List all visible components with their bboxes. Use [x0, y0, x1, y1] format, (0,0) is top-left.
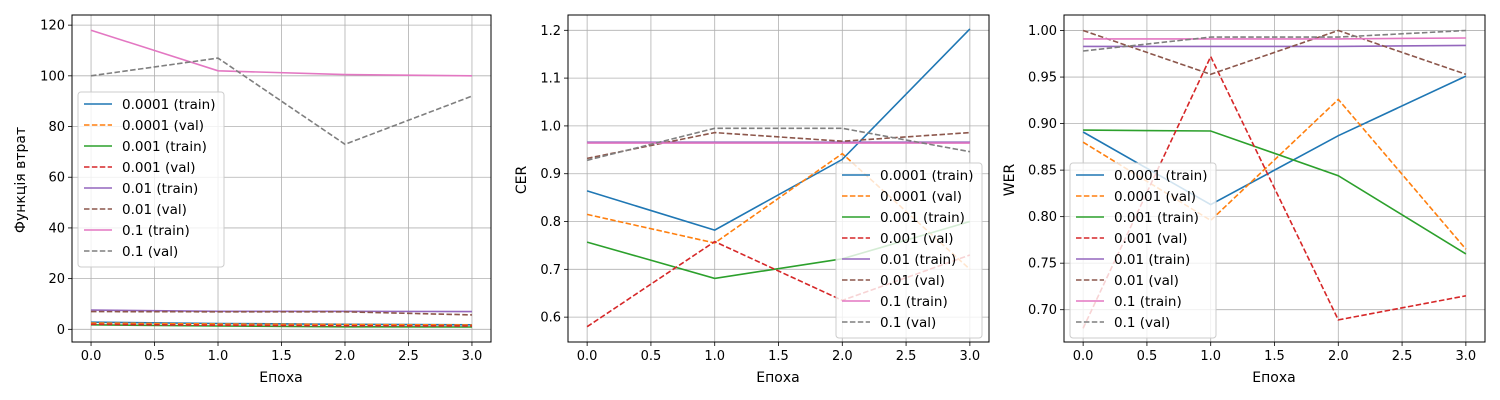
y-tick-label: 0.80: [1028, 210, 1057, 225]
y-tick-label: 40: [48, 221, 65, 236]
x-tick-label: 1.5: [768, 349, 789, 364]
legend-label: 0.001 (train): [880, 210, 965, 226]
series-line: [1082, 54, 1467, 329]
legend-label: 0.001 (val): [880, 231, 954, 247]
y-tick-label: 60: [48, 171, 65, 186]
series-line: [90, 323, 473, 327]
series-line: [1083, 129, 1467, 255]
x-axis-label: Епоха: [756, 370, 799, 386]
x-tick-label: 1.0: [1200, 349, 1221, 364]
series-line: [586, 127, 971, 162]
legend-frame: [77, 91, 225, 268]
series-line: [586, 131, 970, 160]
y-tick-label: 0.9: [540, 167, 561, 182]
series-line: [586, 240, 971, 328]
y-tick-label: 0.6: [540, 311, 561, 326]
x-tick-label: 0.0: [1073, 349, 1094, 364]
series-group: [90, 29, 473, 328]
y-tick-label: 120: [40, 19, 65, 34]
y-tick-label: 1.2: [540, 24, 561, 39]
legend-label: 0.0001 (val): [880, 189, 962, 205]
legend-label: 0.1 (val): [1114, 315, 1170, 331]
x-tick-label: 2.5: [896, 349, 917, 364]
legend-frame: [835, 162, 983, 339]
cer-chart: Епоха CER 0.0 0.5 1.0 1.5 2.0 2.5 3.0 0.6 0.7 0.8…: [514, 14, 990, 386]
y-tick-label: 1.00: [1028, 24, 1057, 39]
loss-chart: Епоха Функція втрат 0.0 0.5 1.0 1.5 2.0 2.5 3.…: [13, 14, 492, 386]
legend-label: 0.1 (train): [880, 294, 948, 310]
legend-label: 0.0001 (train): [880, 168, 974, 184]
x-tick-label: 2.5: [1392, 349, 1413, 364]
legend-label: 0.0001 (train): [122, 97, 216, 113]
series-line: [1083, 44, 1466, 48]
x-tick-label: 2.0: [335, 349, 356, 364]
x-tick-label: 1.5: [1264, 349, 1285, 364]
legend-label: 0.01 (val): [880, 273, 945, 289]
x-tick-label: 3.0: [462, 349, 483, 364]
x-tick-label: 0.0: [81, 349, 102, 364]
x-tick-label: 1.5: [271, 349, 292, 364]
y-tick-label: 1.0: [540, 119, 561, 134]
series-line: [1083, 37, 1466, 40]
series-line: [90, 29, 473, 77]
x-tick-label: 3.0: [960, 349, 981, 364]
legend-label: 0.001 (val): [1114, 231, 1188, 247]
legend-label: 0.1 (train): [1114, 294, 1182, 310]
legend-label: 0.001 (train): [1114, 210, 1199, 226]
x-axis-label: Епоха: [259, 370, 302, 386]
y-tick-label: 0.8: [540, 215, 561, 230]
legend: 0.0001 (train) 0.0001 (val) 0.001 (train) 0…: [77, 91, 225, 268]
x-tick-label: 0.5: [1137, 349, 1158, 364]
legend-label: 0.1 (val): [880, 315, 936, 331]
legend-label: 0.1 (val): [122, 244, 178, 260]
legend-label: 0.01 (train): [880, 252, 956, 268]
legend-label: 0.01 (train): [1114, 252, 1190, 268]
y-tick-label: 0.70: [1028, 303, 1057, 318]
y-tick-label: 20: [48, 272, 65, 287]
x-tick-label: 2.0: [1328, 349, 1349, 364]
legend-label: 0.1 (train): [122, 223, 190, 239]
legend-label: 0.001 (train): [122, 139, 207, 155]
x-tick-label: 0.0: [577, 349, 598, 364]
y-axis-label: WER: [1002, 164, 1018, 197]
x-tick-label: 0.5: [144, 349, 165, 364]
x-tick-label: 2.0: [832, 349, 853, 364]
x-axis-label: Епоха: [1252, 370, 1295, 386]
series-line: [1082, 29, 1467, 76]
y-tick-label: 100: [40, 69, 65, 84]
legend-label: 0.0001 (val): [122, 118, 204, 134]
legend: 0.0001 (train) 0.0001 (val) 0.001 (train) 0…: [1069, 162, 1217, 339]
legend-label: 0.0001 (train): [1114, 168, 1208, 184]
series-line: [1083, 29, 1466, 52]
y-axis-label: Функція втрат: [13, 127, 29, 233]
series-line: [90, 57, 473, 146]
y-tick-label: 0.85: [1028, 164, 1057, 179]
legend-label: 0.01 (val): [1114, 273, 1179, 289]
y-tick-label: 0.75: [1028, 257, 1057, 272]
y-tick-label: 1.1: [540, 72, 561, 87]
series-line: [90, 322, 473, 326]
x-tick-label: 1.0: [704, 349, 725, 364]
legend: 0.0001 (train) 0.0001 (val) 0.001 (train) 0…: [835, 162, 983, 339]
series-line: [90, 310, 473, 316]
legend-label: 0.001 (val): [122, 160, 196, 176]
y-tick-label: 80: [48, 120, 65, 135]
y-tick-label: 0.7: [540, 263, 561, 278]
series-line: [586, 28, 971, 231]
y-tick-label: 0: [57, 323, 65, 338]
wer-chart: Епоха WER 0.0 0.5 1.0 1.5 2.0 2.5 3.0 0.70 0.75 0…: [1002, 14, 1486, 386]
legend-frame: [1069, 162, 1217, 339]
legend-label: 0.0001 (val): [1114, 189, 1196, 205]
y-tick-label: 0.90: [1028, 117, 1057, 132]
y-tick-label: 0.95: [1028, 71, 1057, 86]
legend-label: 0.01 (train): [122, 181, 198, 197]
x-tick-label: 0.5: [641, 349, 662, 364]
x-tick-label: 1.0: [208, 349, 229, 364]
legend-label: 0.01 (val): [122, 202, 187, 218]
y-axis-label: CER: [514, 166, 530, 195]
x-tick-label: 2.5: [398, 349, 419, 364]
x-tick-label: 3.0: [1456, 349, 1477, 364]
